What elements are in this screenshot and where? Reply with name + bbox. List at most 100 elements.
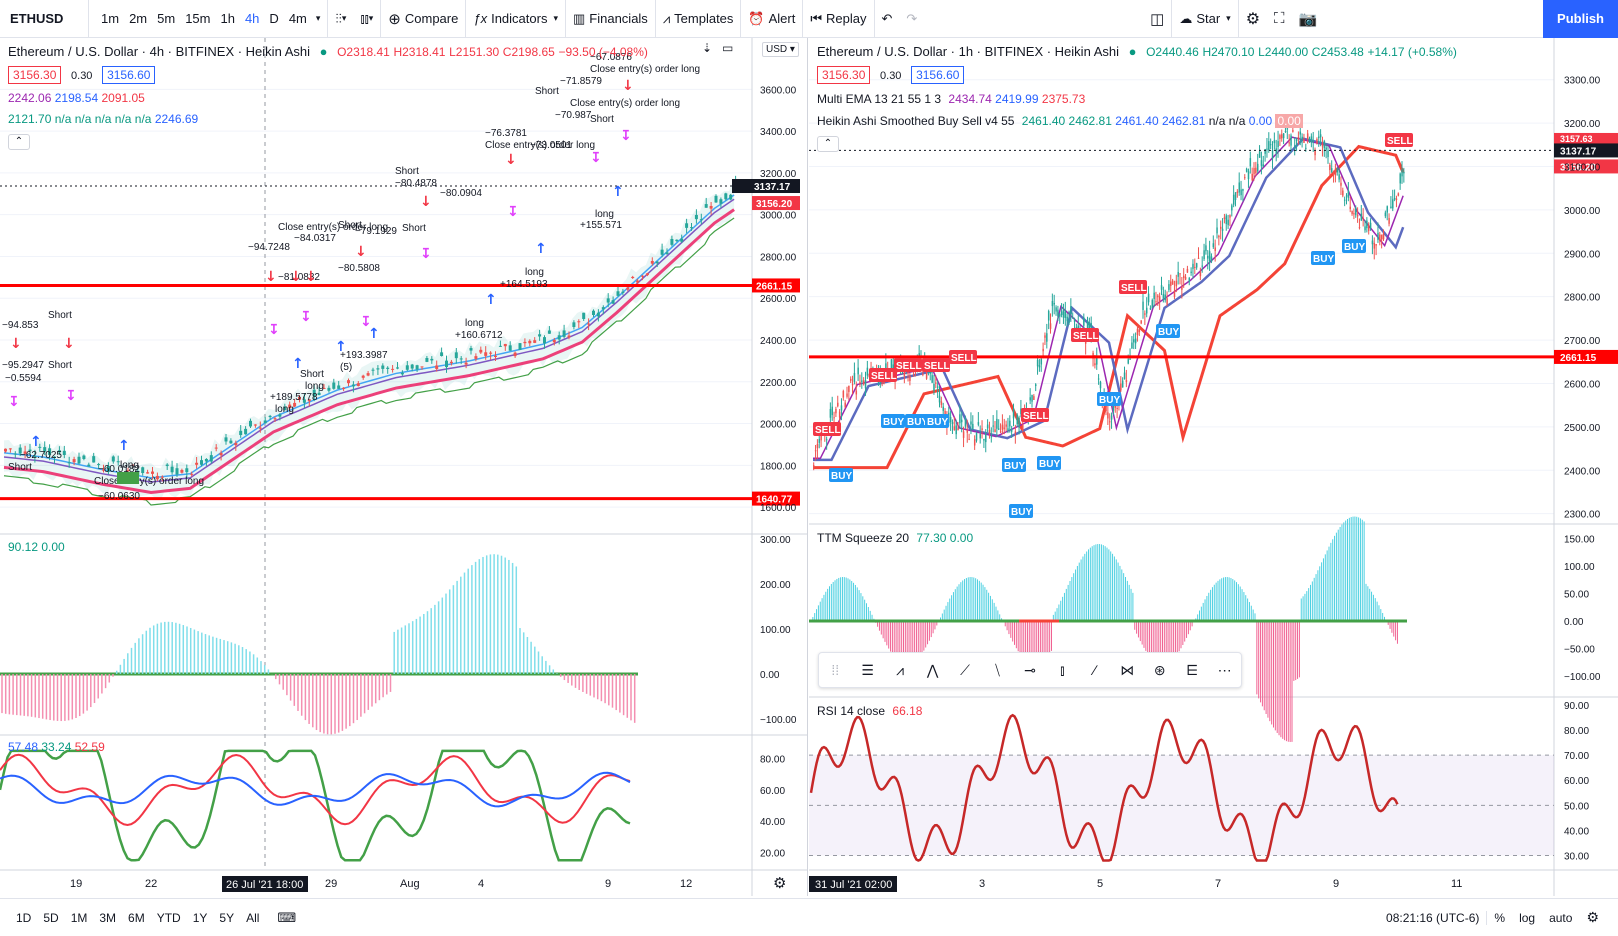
star-label: Star — [1196, 11, 1221, 26]
percent-toggle[interactable]: % — [1486, 910, 1512, 925]
elliott-wave-icon[interactable]: ⩘ — [896, 661, 905, 678]
parallel-channel-icon[interactable]: ⋿ — [1186, 661, 1199, 678]
financials-icon: ▥ — [572, 10, 586, 26]
candle-body — [1208, 251, 1211, 261]
abc-pattern-icon[interactable]: ⋀ — [926, 661, 939, 678]
timeframe-4h[interactable]: 4h — [244, 11, 260, 26]
candle-body — [724, 193, 728, 200]
range-5D[interactable]: 5D — [43, 910, 59, 925]
compare-button[interactable]: ⊕ Compare — [380, 0, 465, 38]
alert-button[interactable]: ⏰ Alert — [740, 0, 802, 38]
left-axis-settings-icon[interactable]: ⚙ — [773, 875, 787, 892]
publish-button[interactable]: Publish — [1543, 0, 1618, 38]
buy-signal-label: BUY — [1313, 254, 1334, 265]
replay-button[interactable]: ⏮ Replay — [802, 0, 873, 38]
timeframe-2m[interactable]: 2m — [129, 11, 148, 26]
candle-body — [1390, 206, 1392, 209]
left-legend-collapse-button[interactable]: ⌃ — [8, 134, 30, 150]
range-3M[interactable]: 3M — [99, 910, 117, 925]
timeframe-5m[interactable]: 5m — [157, 11, 176, 26]
candle-body — [1044, 335, 1046, 338]
right-ema-label[interactable]: Multi EMA 13 21 55 1 3 — [817, 92, 942, 106]
undo-button[interactable]: ↶ — [873, 0, 900, 38]
candle-body — [1140, 320, 1142, 324]
left-ask-button[interactable]: 3156.60 — [102, 66, 156, 84]
templates-button[interactable]: ⩘ Templates — [654, 0, 741, 38]
axis-settings-icon[interactable]: ⚙ — [1586, 909, 1599, 925]
candle-body — [219, 452, 223, 456]
settings-button[interactable]: ⚙ — [1237, 0, 1267, 38]
range-1M[interactable]: 1M — [70, 910, 88, 925]
timeframe-D[interactable]: D — [269, 11, 279, 26]
range-5Y[interactable]: 5Y — [219, 910, 235, 925]
fib-circle-icon[interactable]: ⊛ — [1153, 661, 1166, 678]
right-legend-collapse-button[interactable]: ⌃ — [817, 136, 839, 152]
candle-body — [1183, 275, 1185, 278]
time-axis-label: Aug — [400, 878, 420, 890]
chart-type-button[interactable]: ⫶⫶ ▾ — [327, 0, 353, 38]
right-ask-button[interactable]: 3156.60 — [911, 66, 965, 84]
candle-body — [1375, 244, 1377, 246]
candle-body — [848, 385, 850, 392]
range-All[interactable]: All — [246, 910, 260, 925]
right-chart-legend: Ethereum / U.S. Dollar · 1h · BITFINEX ·… — [817, 44, 1457, 59]
snapshot-button[interactable]: 📷 — [1292, 0, 1325, 38]
range-YTD[interactable]: YTD — [156, 910, 181, 925]
symbol-search[interactable]: ETHUSD — [10, 11, 64, 26]
more-tools-icon[interactable]: ⋯ — [1217, 661, 1232, 678]
regression-icon[interactable]: ☰ — [861, 661, 874, 678]
candle-body — [1134, 338, 1137, 344]
left-maximize-icon[interactable]: ▭ — [722, 41, 734, 55]
fib-icon[interactable]: ⧹ — [995, 661, 1000, 678]
price-scale-label: 2200.00 — [760, 378, 797, 389]
left-chart-canvas[interactable]: 2661.15 1640.77 3137.17 3156.20 3600.00 3400.… — [0, 38, 808, 896]
log-toggle[interactable]: log — [1519, 910, 1536, 925]
candle-body — [955, 425, 957, 435]
left-download-icon[interactable]: ⇣ — [702, 41, 713, 55]
range-1D[interactable]: 1D — [16, 910, 32, 925]
timeframe-15m[interactable]: 15m — [185, 11, 211, 26]
trend-line-icon[interactable]: ⟋ — [960, 661, 970, 678]
indicators-button[interactable]: ƒx Indicators ▾ — [465, 0, 565, 38]
candle-body — [214, 447, 218, 449]
candle-body — [400, 372, 404, 375]
right-ha-label[interactable]: Heikin Ashi Smoothed Buy Sell v4 55 — [817, 114, 1015, 128]
right-ttm-label[interactable]: TTM Squeeze 20 — [817, 531, 910, 545]
xabcd-icon[interactable]: ⋈ — [1120, 661, 1135, 678]
candle-body — [1077, 325, 1080, 330]
clock-time[interactable]: 08:21:16 (UTC-6) — [1386, 910, 1480, 925]
range-6M[interactable]: 6M — [128, 910, 145, 925]
calendar-range-icon[interactable]: ⌨ — [277, 909, 297, 925]
trade-annotation: long — [595, 209, 614, 220]
right-chart-title[interactable]: Ethereum / U.S. Dollar · 1h · BITFINEX ·… — [817, 44, 1119, 59]
right-chart-canvas[interactable]: 2661.15 3157.63 3137.17 3156.20 3300.00 3200.… — [809, 38, 1618, 896]
drag-handle-icon[interactable]: ⁞⁞ — [831, 662, 840, 678]
time-axis-label: 9 — [605, 878, 611, 890]
left-bid-button[interactable]: 3156.30 — [8, 66, 62, 84]
right-rsi-label[interactable]: RSI 14 close — [817, 704, 886, 718]
alarm-icon: ⏰ — [748, 10, 765, 26]
left-chart[interactable]: 2661.15 1640.77 3137.17 3156.20 3600.00 3400.… — [0, 38, 808, 896]
chart-style-button[interactable]: ⫾⫾ ▾ — [353, 0, 380, 38]
left-chart-title[interactable]: Ethereum / U.S. Dollar · 4h · BITFINEX ·… — [8, 44, 310, 59]
layout-button[interactable]: ◫ — [1143, 0, 1171, 38]
timeframe-1m[interactable]: 1m — [101, 11, 120, 26]
candle-body — [1205, 245, 1207, 252]
timeframe-1h[interactable]: 1h — [220, 11, 235, 26]
ray-icon[interactable]: ∕ — [1093, 662, 1097, 678]
redo-button[interactable]: ↷ — [899, 0, 924, 38]
star-button[interactable]: ☁ Star ▾ — [1171, 0, 1237, 38]
candle-body — [1264, 149, 1266, 154]
right-chart[interactable]: 2661.15 3157.63 3137.17 3156.20 3300.00 3200.… — [809, 38, 1618, 896]
range-1Y[interactable]: 1Y — [192, 910, 208, 925]
left-currency-button[interactable]: USD ▾ — [762, 42, 799, 57]
timeframe-4m[interactable]: 4m — [288, 11, 307, 26]
long-position-icon[interactable]: ⫾ — [1060, 661, 1065, 678]
candle-body — [204, 458, 208, 462]
chevron-down-icon[interactable]: ▾ — [315, 13, 321, 23]
fullscreen-button[interactable]: ⛶ — [1267, 0, 1292, 38]
auto-toggle[interactable]: auto — [1549, 910, 1573, 925]
right-bid-button[interactable]: 3156.30 — [817, 66, 871, 84]
financials-button[interactable]: ▥ Financials — [564, 0, 655, 38]
horizontal-ray-icon[interactable]: ⊸ — [1024, 661, 1036, 678]
